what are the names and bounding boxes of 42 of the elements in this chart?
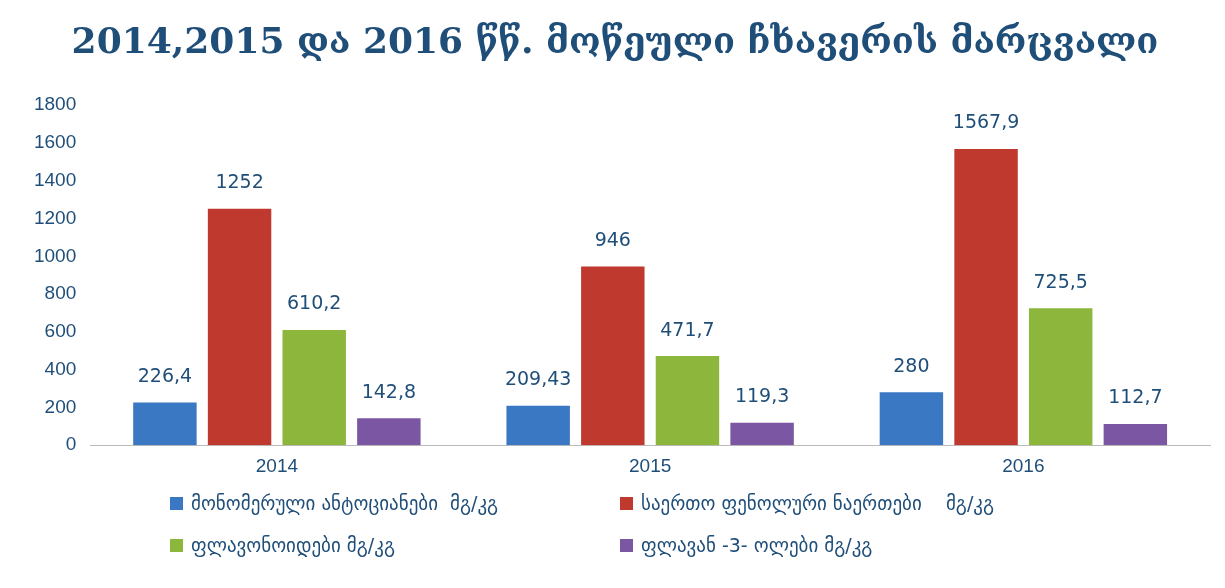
data-label: 119,3 (734, 384, 790, 407)
y-tick-label: 600 (44, 320, 77, 342)
legend-label: ფლავონოიდები მგ/კგ (191, 534, 395, 556)
legend-label: მონომერული ანტოციანები მგ/კგ (191, 492, 499, 514)
data-label: 725,5 (1033, 269, 1088, 292)
data-label: 610,2 (287, 291, 342, 314)
data-label: 209,43 (504, 367, 572, 390)
bar (1028, 308, 1093, 446)
y-tick-label: 1600 (33, 131, 77, 153)
data-label: 1252 (215, 170, 264, 193)
bar (207, 208, 272, 446)
data-label: 946 (594, 227, 631, 250)
y-tick-label: 1800 (33, 93, 77, 115)
data-label: 112,7 (1108, 385, 1163, 408)
x-tick-label: 2014 (255, 454, 299, 476)
bar (506, 405, 570, 446)
y-tick-label: 200 (44, 395, 77, 417)
chart-title: 2014,2015 და 2016 წწ. მოწეული ჩხავერის მარცვალი (71, 18, 1159, 61)
data-label: 1567,9 (952, 110, 1020, 133)
bar (730, 422, 794, 446)
data-label: 226,4 (137, 363, 193, 386)
bar (655, 356, 720, 446)
bar (581, 266, 645, 446)
data-label: 471,7 (660, 317, 715, 340)
bar (133, 402, 197, 446)
y-tick-label: 400 (44, 357, 77, 379)
y-tick-label: 1000 (33, 244, 77, 266)
bar (357, 418, 421, 446)
bar (954, 149, 1018, 446)
data-label: 280 (893, 353, 930, 376)
y-tick-label: 1400 (33, 168, 77, 190)
x-tick-label: 2016 (1002, 454, 1045, 476)
y-tick-label: 0 (65, 433, 77, 455)
legend-label: ფლავან -3- ოლები მგ/კგ (641, 534, 873, 556)
y-tick-label: 800 (44, 282, 77, 304)
legend-label: საერთო ფენოლური ნაერთები მგ/კგ (641, 492, 995, 514)
bar (282, 329, 346, 446)
bar (1103, 423, 1168, 446)
y-tick-label: 1200 (33, 206, 77, 228)
bar (879, 392, 944, 446)
data-label: 142,8 (361, 379, 417, 402)
x-tick-label: 2015 (628, 454, 672, 476)
